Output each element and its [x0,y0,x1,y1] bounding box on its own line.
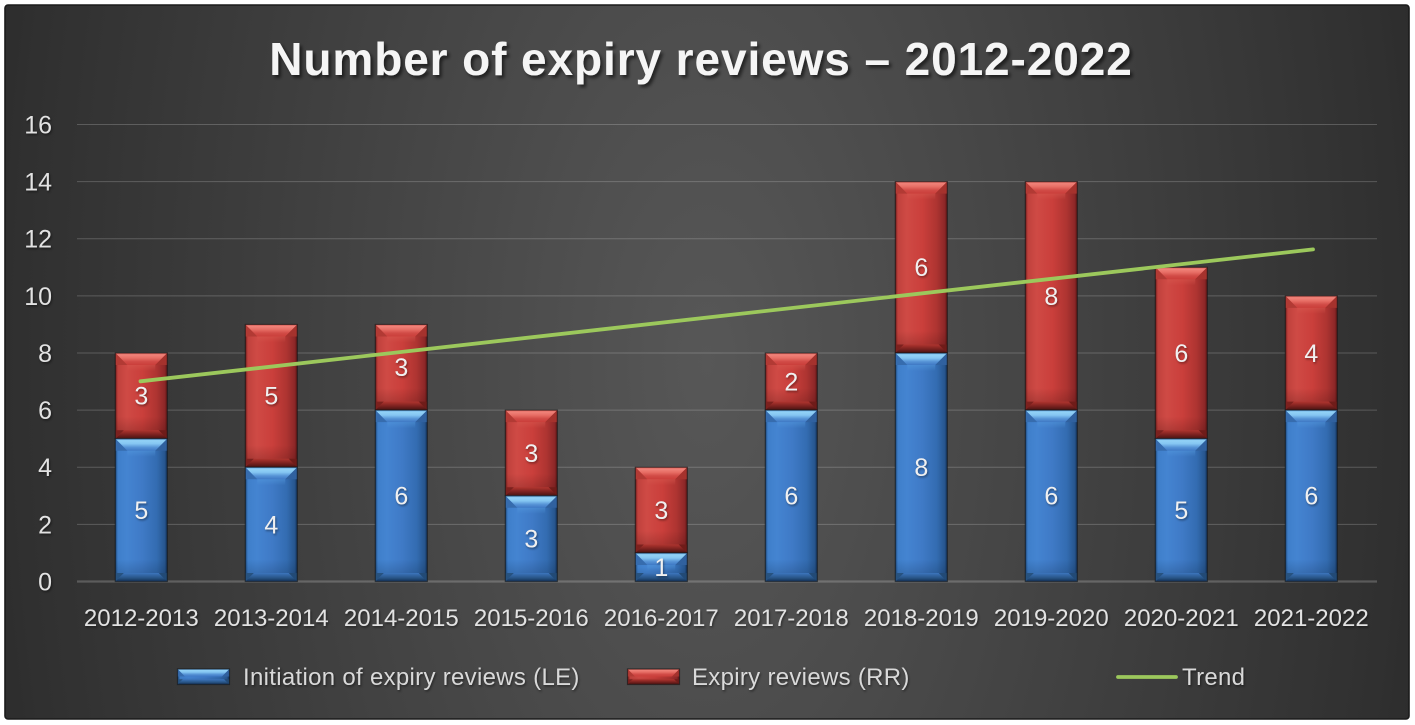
svg-text:Number of expiry reviews – 201: Number of expiry reviews – 2012-2022 [269,33,1132,85]
svg-text:2021-2022: 2021-2022 [1254,605,1369,632]
svg-text:2017-2018: 2017-2018 [734,605,849,632]
svg-text:2016-2017: 2016-2017 [604,605,719,632]
svg-text:2: 2 [38,511,52,539]
svg-text:0: 0 [38,568,52,596]
svg-text:1: 1 [654,554,668,582]
svg-text:3: 3 [654,497,668,525]
svg-text:4: 4 [1304,340,1318,368]
svg-text:4: 4 [38,454,52,482]
svg-text:12: 12 [24,226,52,254]
svg-text:6: 6 [394,483,408,511]
svg-text:3: 3 [524,526,538,554]
svg-text:Trend: Trend [1182,664,1245,691]
svg-text:Expiry reviews (RR): Expiry reviews (RR) [692,664,910,691]
svg-text:2015-2016: 2015-2016 [474,605,589,632]
svg-text:8: 8 [38,340,52,368]
svg-text:2019-2020: 2019-2020 [994,605,1109,632]
svg-text:6: 6 [38,397,52,425]
svg-text:5: 5 [1174,497,1188,525]
svg-text:3: 3 [394,354,408,382]
svg-text:6: 6 [1044,483,1058,511]
svg-text:2020-2021: 2020-2021 [1124,605,1239,632]
svg-text:2: 2 [784,369,798,397]
svg-text:3: 3 [134,383,148,411]
svg-text:8: 8 [1044,283,1058,311]
svg-text:2013-2014: 2013-2014 [214,605,329,632]
svg-text:5: 5 [134,497,148,525]
svg-text:2018-2019: 2018-2019 [864,605,979,632]
svg-text:8: 8 [914,454,928,482]
svg-text:2012-2013: 2012-2013 [84,605,199,632]
svg-text:5: 5 [264,383,278,411]
svg-text:6: 6 [1304,483,1318,511]
svg-text:16: 16 [24,111,52,139]
svg-text:4: 4 [264,511,278,539]
svg-text:10: 10 [24,283,52,311]
svg-text:14: 14 [24,169,52,197]
svg-text:3: 3 [524,440,538,468]
svg-text:6: 6 [784,483,798,511]
svg-text:2014-2015: 2014-2015 [344,605,459,632]
svg-text:Initiation of expiry reviews (: Initiation of expiry reviews (LE) [243,664,580,691]
svg-text:6: 6 [1174,340,1188,368]
svg-text:6: 6 [914,254,928,282]
